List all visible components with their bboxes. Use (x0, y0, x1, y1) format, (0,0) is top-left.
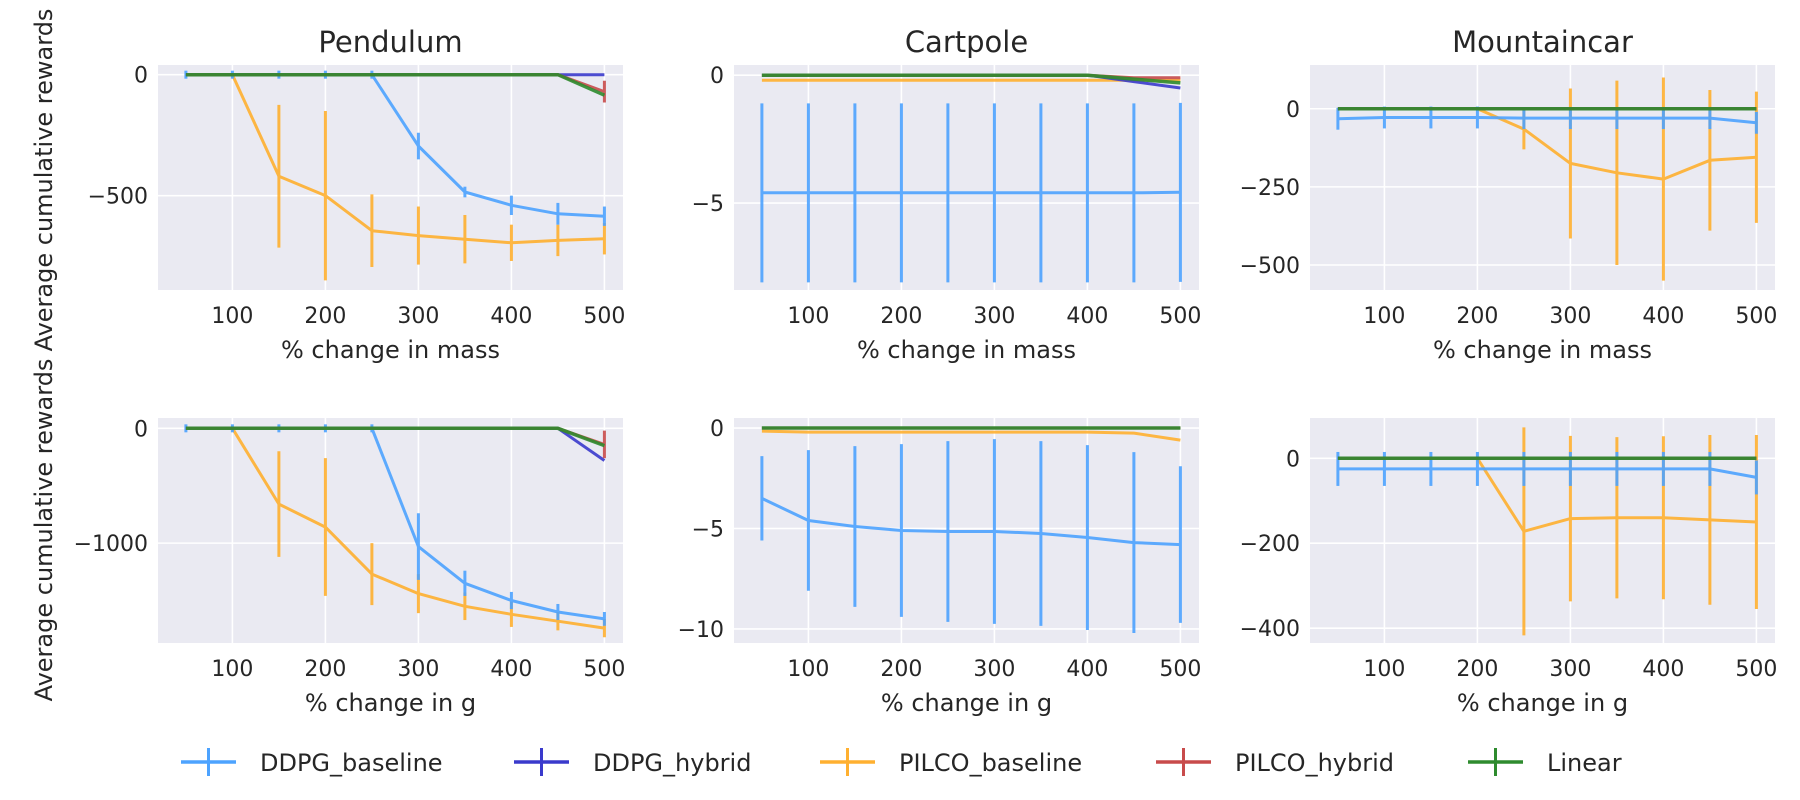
y-tick-label: 0 (1286, 98, 1300, 123)
legend-label: PILCO_baseline (899, 749, 1082, 777)
legend-entry-ddpg-baseline: DDPG_baseline (181, 748, 443, 777)
x-tick-label: 200 (880, 657, 922, 682)
y-tick-label: −500 (1240, 254, 1300, 279)
plot-area (1310, 418, 1775, 643)
subplot-title: Mountaincar (1452, 25, 1633, 59)
y-tick-label: −1000 (74, 532, 148, 557)
x-tick-label: 100 (1363, 304, 1405, 329)
x-axis-label: % change in g (881, 689, 1052, 717)
series-ddpg-baseline (760, 102, 1182, 283)
x-tick-label: 400 (490, 657, 532, 682)
x-tick-label: 100 (211, 657, 253, 682)
x-tick-label: 100 (211, 304, 253, 329)
series-linear (185, 72, 606, 97)
subplot-1: 100 200 300 400 500 0 −500 Pendulum % change in … (30, 9, 625, 364)
x-tick-label: 400 (1642, 304, 1684, 329)
legend-label: DDPG_hybrid (593, 749, 751, 777)
series-line (185, 73, 605, 245)
plot-area (158, 418, 623, 643)
x-tick-label: 300 (397, 304, 439, 329)
x-tick-label: 400 (1066, 657, 1108, 682)
y-axis-label: Average cumulative rewards (30, 359, 58, 702)
legend-entry-ddpg-hybrid: DDPG_hybrid (514, 748, 751, 777)
series-pilco-baseline (761, 429, 1181, 442)
x-axis-label: % change in g (1457, 689, 1628, 717)
subplot-title: Cartpole (905, 25, 1028, 59)
series-ddpg-baseline (1336, 451, 1758, 495)
x-tick-label: 500 (1735, 304, 1777, 329)
x-tick-label: 200 (304, 657, 346, 682)
y-tick-label: −5 (692, 192, 724, 217)
y-axis-label: Average cumulative rewards (30, 9, 58, 352)
legend: DDPG_baseline DDPG_hybrid PILCO_baseline PI… (181, 748, 1622, 777)
x-axis-label: % change in g (305, 689, 476, 717)
x-tick-label: 500 (1159, 304, 1201, 329)
y-tick-label: −250 (1240, 176, 1300, 201)
y-tick-label: −500 (88, 185, 148, 210)
x-tick-label: 300 (397, 657, 439, 682)
x-tick-label: 500 (1735, 657, 1777, 682)
series-line (1337, 116, 1757, 125)
plot-area (734, 65, 1199, 290)
y-tick-label: 0 (710, 64, 724, 89)
subplot-title: Pendulum (318, 25, 462, 59)
y-tick-label: 0 (134, 417, 148, 442)
legend-label: PILCO_hybrid (1235, 749, 1394, 777)
series-pilco-baseline (185, 73, 606, 281)
series-ddpg-baseline (760, 439, 1182, 633)
series-line (761, 73, 1181, 85)
y-tick-label: 0 (1286, 447, 1300, 472)
x-tick-label: 300 (973, 304, 1015, 329)
legend-label: DDPG_baseline (260, 749, 443, 777)
series-line (185, 426, 605, 630)
y-tick-label: −10 (678, 618, 724, 643)
x-tick-label: 100 (787, 304, 829, 329)
y-tick-label: −200 (1240, 532, 1300, 557)
series-pilco-baseline (185, 426, 606, 638)
x-tick-label: 500 (583, 657, 625, 682)
series-line (761, 497, 1181, 547)
x-tick-label: 300 (1549, 304, 1591, 329)
x-tick-label: 300 (1549, 657, 1591, 682)
plot-area (158, 65, 623, 290)
series-line (185, 72, 606, 97)
y-tick-label: 0 (134, 64, 148, 89)
series-line (185, 426, 606, 448)
series-line (1337, 467, 1757, 479)
subplot-2: 100 200 300 400 500 0 −5 Cartpole % change in ma… (692, 25, 1202, 364)
x-axis-label: % change in mass (281, 336, 500, 364)
series-linear (761, 73, 1181, 85)
x-tick-label: 400 (490, 304, 532, 329)
x-tick-label: 200 (1456, 304, 1498, 329)
x-tick-label: 200 (880, 304, 922, 329)
y-tick-label: −400 (1240, 617, 1300, 642)
x-axis-label: % change in mass (857, 336, 1076, 364)
legend-entry-linear: Linear (1468, 748, 1622, 777)
legend-entry-pilco-hybrid: PILCO_hybrid (1156, 748, 1394, 777)
x-tick-label: 400 (1066, 304, 1108, 329)
series-linear (185, 426, 606, 448)
x-tick-label: 500 (1159, 657, 1201, 682)
subplot-6: 100 200 300 400 500 0 −200 −400 % change in g (1240, 418, 1777, 717)
plot-area (1310, 65, 1775, 290)
x-tick-label: 200 (1456, 657, 1498, 682)
series-line (761, 190, 1181, 195)
x-axis-label: % change in mass (1433, 336, 1652, 364)
y-tick-label: −5 (692, 517, 724, 542)
x-tick-label: 100 (787, 657, 829, 682)
series-line (761, 429, 1181, 442)
x-tick-label: 300 (973, 657, 1015, 682)
legend-label: Linear (1547, 749, 1622, 777)
legend-entry-pilco-baseline: PILCO_baseline (820, 748, 1082, 777)
y-tick-label: 0 (710, 417, 724, 442)
subplot-3: 100 200 300 400 500 0 −250 −500 Mountaincar % cha… (1240, 25, 1778, 364)
x-tick-label: 200 (304, 304, 346, 329)
x-tick-label: 500 (583, 304, 625, 329)
subplot-4: 100 200 300 400 500 0 −1000 % change in g Averag… (30, 359, 625, 717)
x-tick-label: 400 (1642, 657, 1684, 682)
x-tick-label: 100 (1363, 657, 1405, 682)
subplot-5: 100 200 300 400 500 0 −5 −10 % change in g (678, 417, 1202, 717)
